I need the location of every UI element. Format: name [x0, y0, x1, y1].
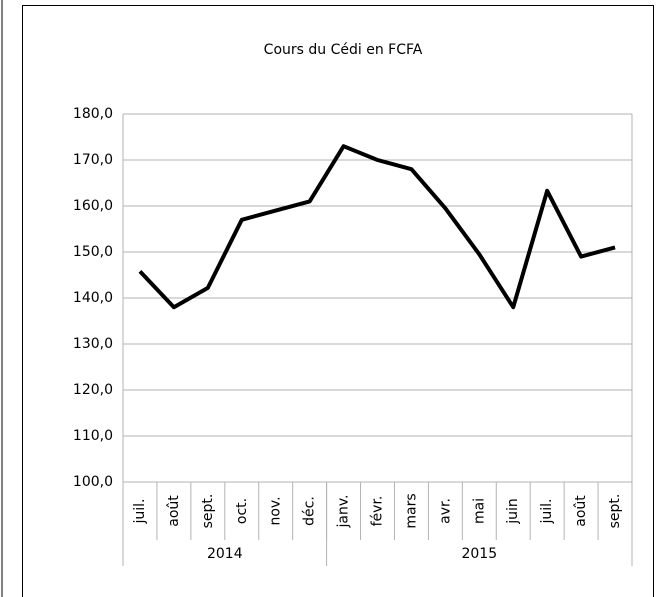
y-tick-label: 110,0 — [73, 428, 113, 444]
y-tick-label: 150,0 — [73, 244, 113, 260]
chart-frame — [22, 5, 654, 597]
group-label: 2014 — [207, 546, 243, 562]
x-tick-label: janv. — [336, 495, 352, 529]
x-tick-label: avr. — [437, 498, 453, 524]
x-tick-label: déc. — [302, 496, 318, 526]
x-tick-label: juil. — [132, 499, 148, 525]
group-label: 2015 — [461, 546, 497, 562]
y-tick-label: 180,0 — [73, 106, 113, 122]
y-tick-label: 130,0 — [73, 336, 113, 352]
chart-title: Cours du Cédi en FCFA — [264, 42, 423, 58]
y-tick-label: 170,0 — [73, 152, 113, 168]
x-tick-label: févr. — [370, 496, 386, 527]
x-tick-label: mars — [403, 493, 419, 528]
x-tick-label: sept. — [607, 494, 623, 529]
y-tick-label: 100,0 — [73, 474, 113, 490]
y-tick-label: 120,0 — [73, 382, 113, 398]
x-tick-label: août — [573, 495, 589, 527]
x-tick-label: août — [166, 495, 182, 527]
x-tick-label: juin — [505, 498, 521, 525]
y-tick-label: 160,0 — [73, 198, 113, 214]
y-tick-label: 140,0 — [73, 290, 113, 306]
line-series — [138, 144, 616, 310]
x-tick-label: oct. — [234, 498, 250, 524]
x-tick-label: juil. — [539, 499, 555, 525]
x-tick-label: sept. — [200, 494, 216, 529]
x-tick-label: mai — [471, 498, 487, 524]
x-tick-label: nov. — [268, 496, 284, 525]
